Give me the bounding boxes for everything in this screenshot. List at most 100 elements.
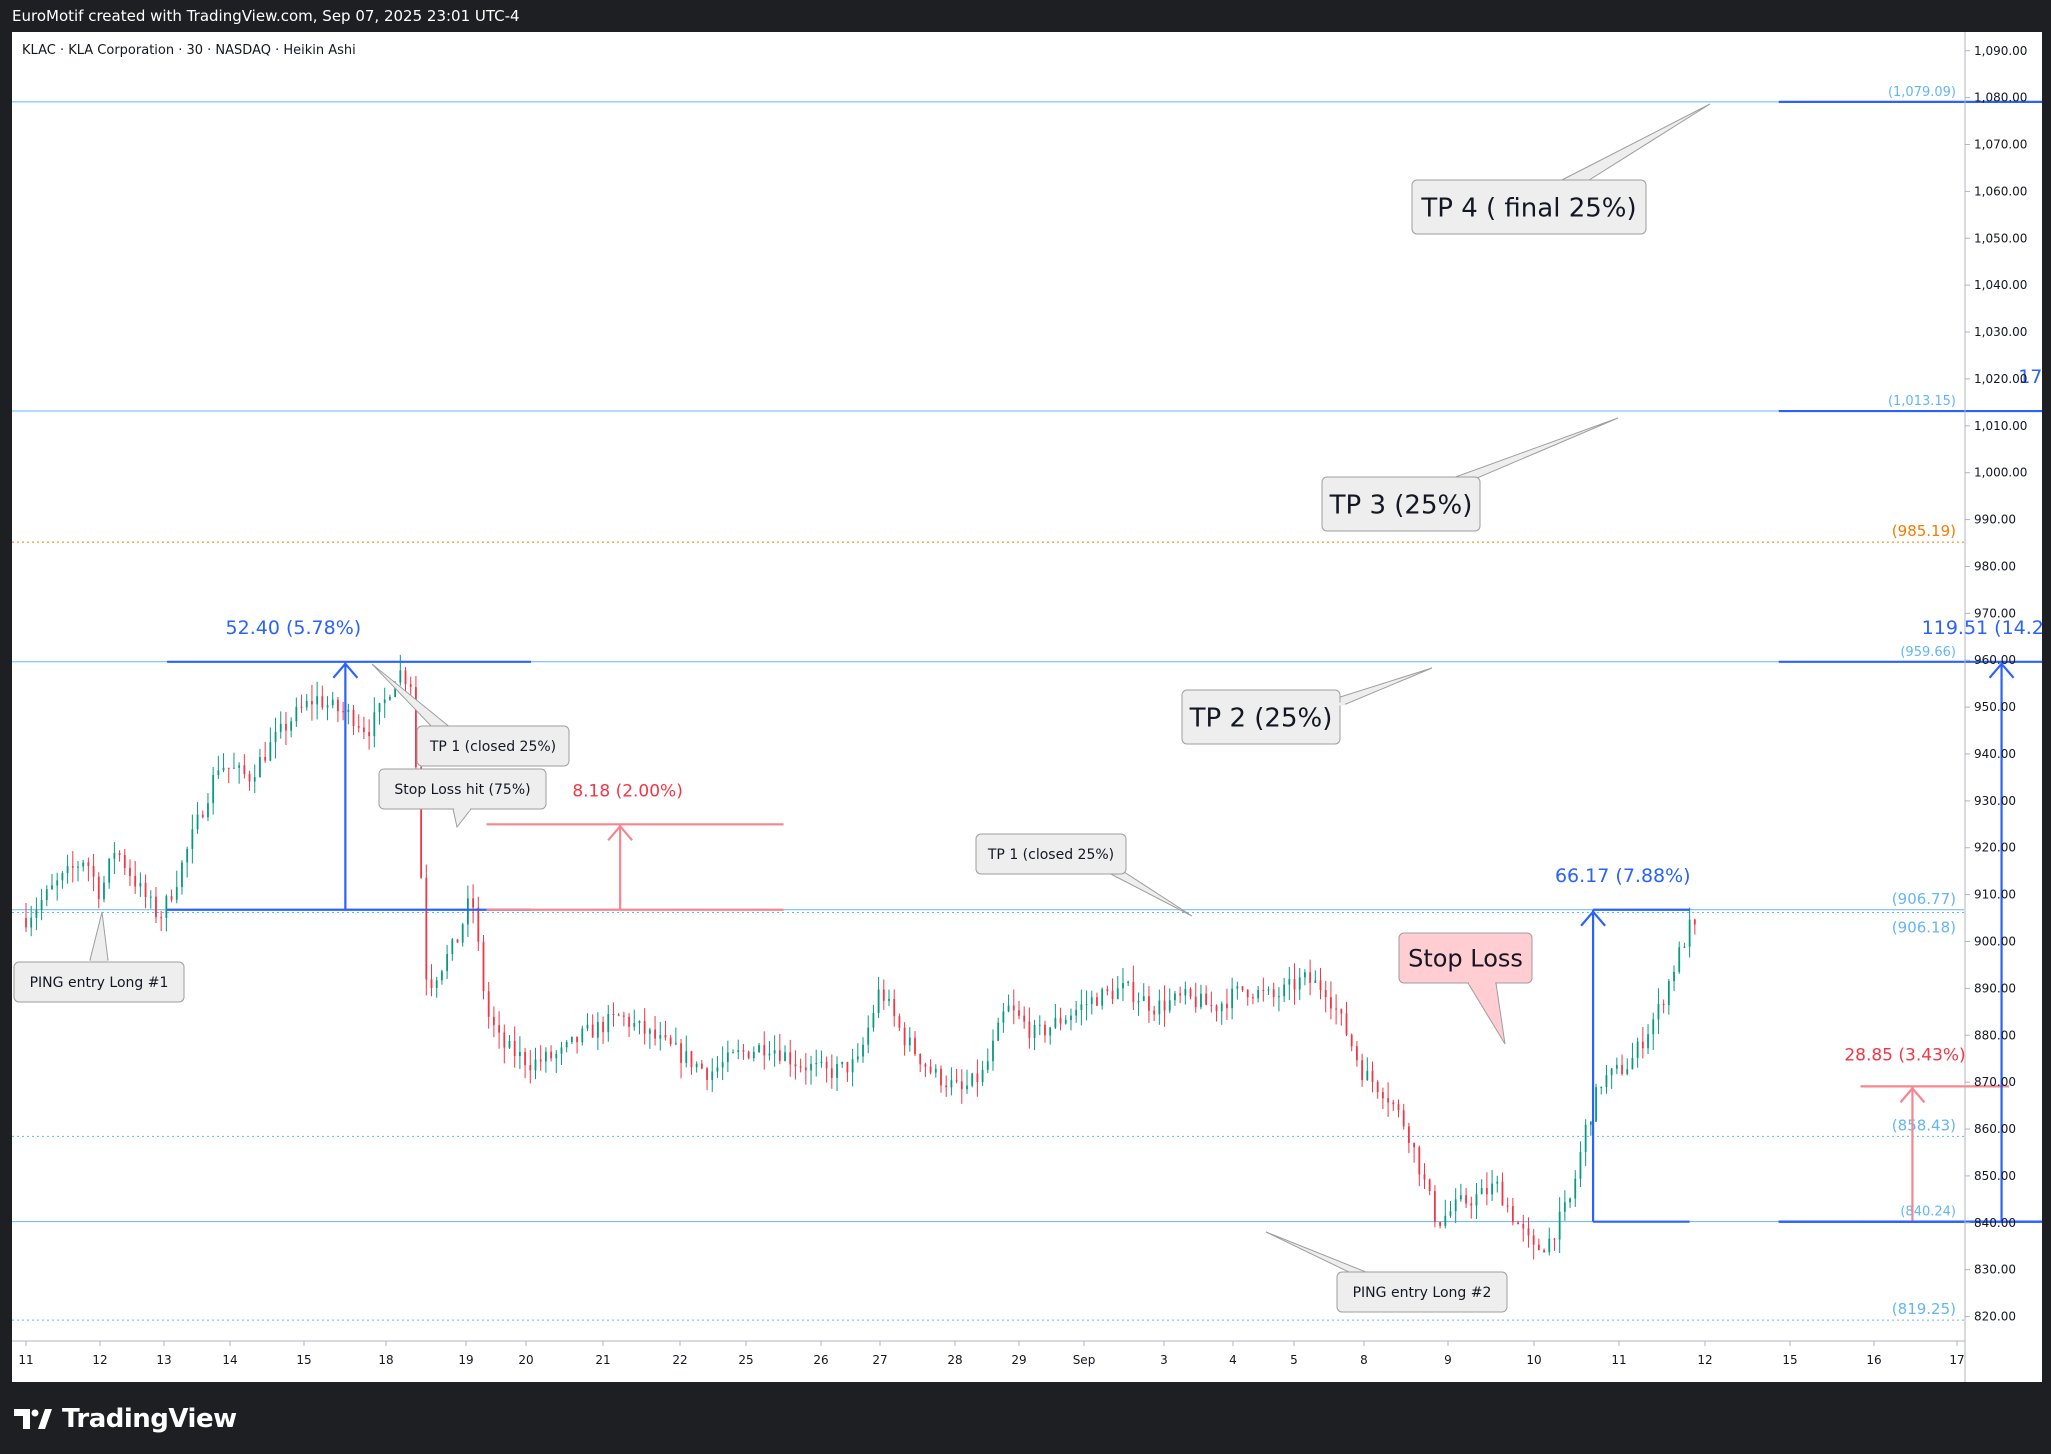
candle-body bbox=[1543, 1250, 1545, 1253]
time-tick-label: 3 bbox=[1160, 1353, 1168, 1367]
measure-value-label: 173.20 (20.62%) bbox=[2018, 366, 2042, 388]
candle-body bbox=[1080, 1004, 1083, 1010]
candle-body bbox=[1387, 1098, 1389, 1103]
candle-body bbox=[1491, 1183, 1493, 1195]
candle-body bbox=[123, 854, 126, 869]
candle-body bbox=[446, 953, 449, 972]
candle-body bbox=[274, 731, 277, 743]
candle-body bbox=[1439, 1222, 1441, 1226]
candle-body bbox=[758, 1045, 760, 1053]
candle-body bbox=[1449, 1211, 1452, 1216]
candle-body bbox=[799, 1066, 802, 1068]
time-tick-label: 11 bbox=[18, 1353, 33, 1367]
candle-body bbox=[492, 1016, 495, 1026]
candle-body bbox=[945, 1085, 948, 1088]
price-tick-label: 1,050.00 bbox=[1974, 231, 2027, 245]
candle-body bbox=[311, 700, 313, 705]
candle-body bbox=[1205, 993, 1208, 1005]
candle-body bbox=[732, 1052, 734, 1054]
tradingview-brand[interactable]: TradingView bbox=[14, 1404, 237, 1434]
candle-body bbox=[1231, 988, 1234, 1009]
candle-body bbox=[524, 1051, 526, 1066]
callout-ping-entry-long-2: PING entry Long #2 bbox=[1265, 1231, 1508, 1313]
time-tick-label: Sep bbox=[1073, 1353, 1096, 1367]
callout-tp-2-25: TP 2 (25%) bbox=[1181, 667, 1433, 745]
candle-body bbox=[836, 1064, 838, 1078]
candle-body bbox=[711, 1071, 714, 1080]
candle-body bbox=[1288, 979, 1291, 985]
chart-canvas[interactable]: (1,079.09) (1,013.15) (985.19) (959.66) (906… bbox=[12, 32, 2042, 1382]
candle-body bbox=[66, 866, 69, 874]
candle-body bbox=[1028, 1021, 1031, 1038]
candle-body bbox=[1433, 1191, 1436, 1223]
callout-text: PING entry Long #1 bbox=[30, 975, 169, 991]
candle-body bbox=[1324, 990, 1327, 998]
candle-body bbox=[435, 980, 438, 988]
price-level-label: (985.19) bbox=[1892, 522, 1956, 540]
candle-body bbox=[1361, 1060, 1364, 1081]
candle-body bbox=[378, 703, 381, 713]
candle-body bbox=[882, 989, 885, 1001]
candle-body bbox=[602, 1021, 604, 1033]
candle-body bbox=[1142, 996, 1145, 1002]
candle-series bbox=[25, 654, 1696, 1260]
candle-body bbox=[77, 866, 79, 868]
price-tick-label: 980.00 bbox=[1974, 559, 2016, 573]
candle-body bbox=[108, 858, 111, 883]
candle-body bbox=[30, 917, 33, 928]
candle-body bbox=[285, 723, 287, 731]
measure-value-label: 52.40 (5.78%) bbox=[226, 617, 362, 639]
candle-body bbox=[201, 814, 204, 818]
candle-body bbox=[1252, 997, 1254, 999]
candle-body bbox=[1137, 1001, 1140, 1003]
candle-body bbox=[1688, 919, 1691, 947]
measure-value-label: 66.17 (7.88%) bbox=[1555, 865, 1691, 887]
time-tick-label: 12 bbox=[92, 1353, 107, 1367]
candle-body bbox=[186, 848, 189, 863]
tradingview-wordmark: TradingView bbox=[62, 1404, 237, 1434]
candle-body bbox=[1600, 1087, 1603, 1089]
candle-body bbox=[477, 907, 480, 942]
candle-body bbox=[1070, 1015, 1072, 1020]
candle-body bbox=[1278, 996, 1280, 998]
price-tick-label: 940.00 bbox=[1974, 747, 2016, 761]
candle-body bbox=[1459, 1195, 1462, 1200]
callout-pointer bbox=[89, 911, 109, 961]
candle-body bbox=[1090, 997, 1093, 1005]
candle-body bbox=[638, 1021, 641, 1023]
candle-body bbox=[1116, 988, 1119, 1000]
chart-panel[interactable]: (1,079.09) (1,013.15) (985.19) (959.66) (906… bbox=[12, 32, 2042, 1382]
candle-body bbox=[45, 889, 48, 901]
candle-body bbox=[425, 877, 428, 980]
candle-body bbox=[534, 1059, 537, 1071]
candle-body bbox=[71, 866, 74, 868]
candle-body bbox=[872, 1013, 875, 1028]
price-tick-label: 830.00 bbox=[1974, 1263, 2016, 1277]
candle-body bbox=[763, 1045, 766, 1056]
callout-pointer bbox=[1557, 103, 1711, 183]
chart-header-bar: EuroMotif created with TradingView.com, … bbox=[0, 0, 2051, 32]
price-tick-label: 1,030.00 bbox=[1974, 325, 2027, 339]
candle-body bbox=[430, 979, 433, 988]
candle-body bbox=[1335, 1008, 1338, 1010]
candle-body bbox=[383, 699, 386, 704]
price-level-label: (840.24) bbox=[1900, 1205, 1956, 1220]
callout-tp-1-closed-25: TP 1 (closed 25%) bbox=[975, 833, 1193, 917]
candle-body bbox=[1210, 1004, 1213, 1006]
candle-body bbox=[207, 803, 209, 818]
candle-body bbox=[1517, 1222, 1519, 1225]
chart-footer-bar: TradingView bbox=[0, 1382, 2051, 1454]
candle-body bbox=[389, 697, 391, 700]
candle-body bbox=[1184, 988, 1187, 996]
candle-body bbox=[1236, 986, 1239, 989]
candle-body bbox=[415, 687, 417, 768]
price-tick-label: 860.00 bbox=[1974, 1122, 2016, 1136]
candle-body bbox=[981, 1069, 984, 1083]
candle-body bbox=[1485, 1188, 1488, 1195]
candle-body bbox=[1657, 1003, 1660, 1020]
candle-body bbox=[992, 1040, 994, 1062]
candle-body bbox=[888, 998, 890, 1001]
candle-body bbox=[612, 1013, 615, 1015]
candle-body bbox=[1220, 1003, 1223, 1012]
candle-body bbox=[25, 918, 27, 928]
